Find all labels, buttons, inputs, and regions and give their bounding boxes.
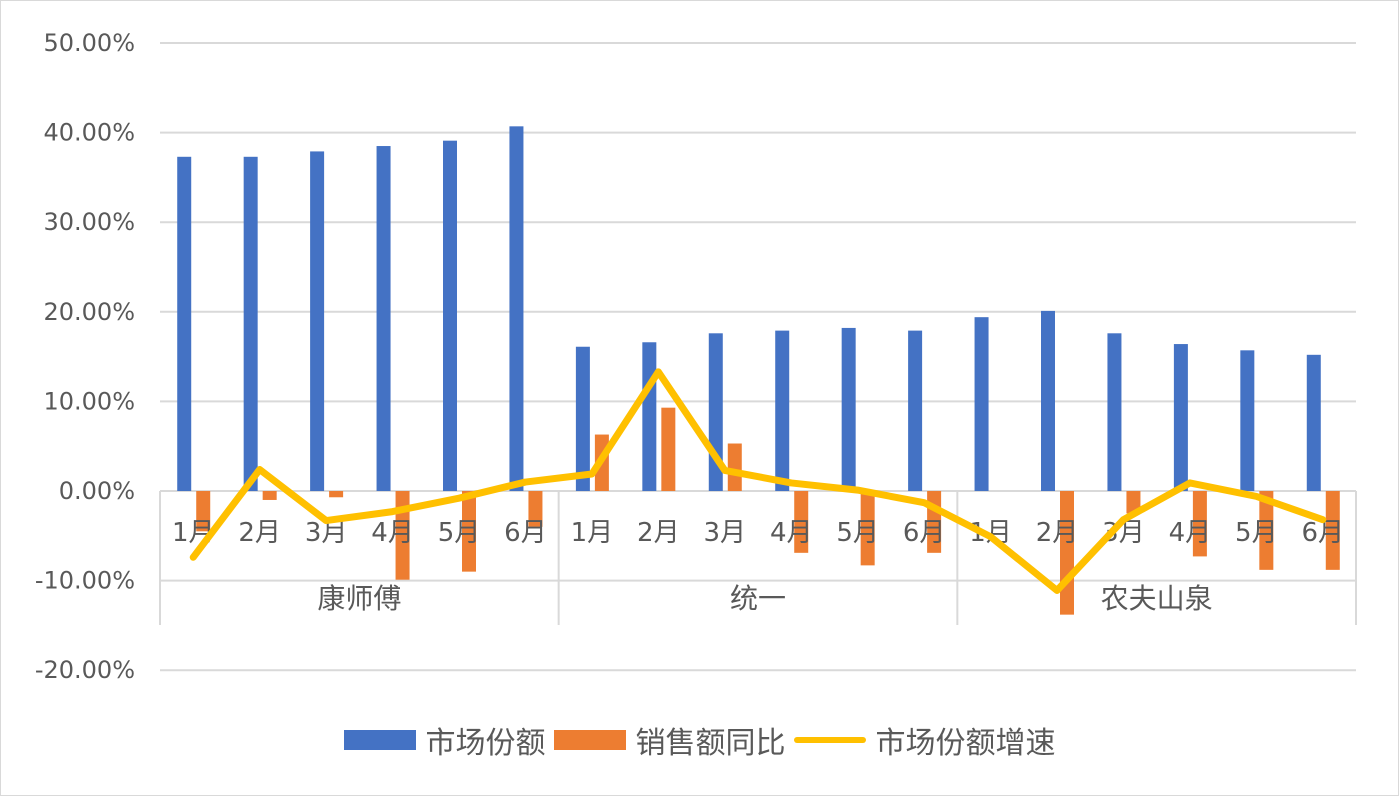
bar-sales-yoy[interactable] [329, 491, 344, 498]
bar-sales-yoy[interactable] [1259, 491, 1274, 570]
bar-sales-yoy[interactable] [462, 491, 476, 572]
bar-market-share[interactable] [509, 126, 524, 491]
bar-sales-yoy[interactable] [262, 491, 277, 500]
bar-market-share[interactable] [1041, 310, 1055, 491]
bar-market-share[interactable] [575, 346, 590, 491]
y-tick-label: 30.00% [43, 208, 135, 236]
x-tick-label: 6月 [903, 518, 946, 548]
x-tick-label: 1月 [571, 518, 614, 548]
x-tick-label: 2月 [238, 518, 281, 548]
x-tick-label: 3月 [704, 518, 747, 548]
legend-label: 市场份额 [425, 726, 546, 761]
bar-market-share[interactable] [310, 151, 325, 491]
x-tick-label: 5月 [438, 518, 481, 548]
bar-sales-yoy[interactable] [860, 491, 875, 566]
x-tick-label: 4月 [1169, 518, 1212, 548]
bar-market-share[interactable] [775, 330, 790, 491]
bar-market-share[interactable] [974, 317, 989, 491]
x-tick-label: 5月 [1235, 518, 1278, 548]
bar-sales-yoy[interactable] [528, 491, 543, 527]
bar-market-share[interactable] [1240, 350, 1255, 491]
gridlines [160, 42, 1356, 672]
legend-item-sales-yoy[interactable]: 销售额同比 [553, 718, 786, 762]
bar-market-share[interactable] [376, 146, 391, 492]
y-axis-ticks: 50.00% 40.00% 30.00% 20.00% 10.00% 0.00% -10.0… [35, 29, 135, 684]
group-label: 康师傅 [317, 582, 401, 615]
x-tick-label: 2月 [637, 518, 680, 548]
legend-item-market-share[interactable]: 市场份额 [343, 718, 546, 762]
bar-sales-yoy[interactable] [661, 407, 676, 491]
bar-market-share[interactable] [841, 327, 856, 491]
category-axis [159, 490, 1357, 625]
bar-market-share[interactable] [1173, 344, 1188, 491]
bar-market-share[interactable] [243, 156, 258, 492]
y-tick-label: 40.00% [43, 119, 135, 147]
bar-sales-yoy[interactable] [727, 443, 742, 491]
x-tick-label: 2月 [1036, 518, 1079, 548]
legend-item-market-share-growth[interactable]: 市场份额增速 [793, 718, 1056, 762]
line-market-share-growth[interactable] [189, 368, 1327, 594]
legend: 市场份额 销售额同比 市场份额增速 [0, 718, 1399, 762]
legend-swatch-blue [343, 730, 416, 750]
legend-swatch-yellow-line [793, 737, 866, 743]
group-label: 农夫山泉 [1101, 582, 1213, 615]
bar-market-share[interactable] [1107, 333, 1122, 491]
x-tick-label: 5月 [836, 518, 879, 548]
bar-sales-yoy[interactable] [1325, 491, 1340, 570]
x-tick-label: 6月 [504, 518, 547, 548]
bar-market-share[interactable] [1306, 354, 1321, 491]
y-tick-label: 10.00% [43, 387, 135, 415]
bar-sales-yoy[interactable] [1192, 491, 1207, 557]
bar-sales-yoy[interactable] [1126, 491, 1141, 514]
y-tick-label: 0.00% [59, 477, 135, 505]
bar-series [177, 126, 1340, 615]
bar-sales-yoy[interactable] [1060, 491, 1074, 615]
y-tick-label: 50.00% [43, 29, 135, 57]
y-tick-label: 20.00% [43, 298, 135, 326]
group-label: 统一 [730, 582, 786, 615]
x-axis-group-labels: 康师傅 统一 农夫山泉 [317, 582, 1212, 615]
y-tick-label: -20.00% [35, 656, 135, 684]
y-tick-label: -10.00% [35, 567, 135, 595]
bar-sales-yoy[interactable] [794, 491, 809, 553]
legend-label: 销售额同比 [635, 726, 786, 761]
x-tick-label: 4月 [770, 518, 813, 548]
bar-market-share[interactable] [177, 156, 192, 492]
bar-sales-yoy[interactable] [196, 491, 211, 532]
x-tick-label: 4月 [371, 518, 414, 548]
legend-label: 市场份额增速 [875, 726, 1056, 761]
x-axis-month-labels: 1月 2月 3月 4月 5月 6月 1月 2月 3月 4月 5月 6月 1月 2月 3月 4月 5月 6月 [172, 518, 1344, 548]
bar-market-share[interactable] [642, 342, 657, 491]
legend-swatch-orange [553, 730, 626, 750]
bar-market-share[interactable] [443, 140, 457, 491]
bar-market-share[interactable] [908, 330, 923, 491]
line-series-market-share-growth [189, 368, 1327, 594]
